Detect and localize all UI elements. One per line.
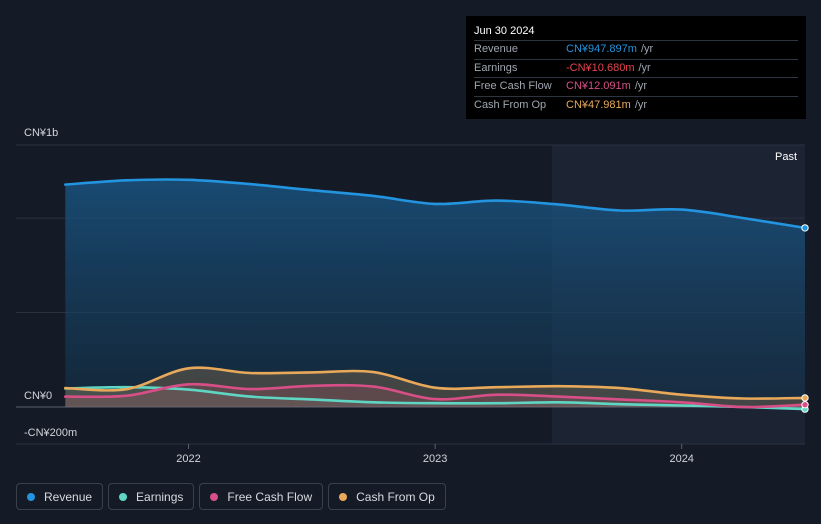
- legend-item-earnings[interactable]: Earnings: [108, 483, 195, 510]
- tooltip-label: Earnings: [474, 61, 518, 74]
- y-tick-label-zero: CN¥0: [24, 390, 52, 402]
- free-cash-flow-line: [64, 382, 807, 409]
- series-lines: [64, 178, 807, 411]
- legend-label: Earnings: [136, 489, 184, 504]
- value-tooltip: Jun 30 2024 Revenue CN¥947.897m /yr Earn…: [466, 16, 806, 119]
- legend: Revenue Earnings Free Cash Flow Cash Fro…: [16, 483, 446, 510]
- cash-from-op-endpoint: [801, 394, 809, 402]
- tooltip-unit: /yr: [634, 80, 648, 92]
- y-tick-label-top: CN¥1b: [24, 127, 58, 139]
- revenue-endpoint: [801, 224, 809, 232]
- tooltip-unit: /yr: [640, 43, 654, 55]
- tooltip-row-cash-from-op: Cash From Op CN¥47.981m /yr: [474, 95, 798, 115]
- tooltip-value: CN¥12.091m: [566, 80, 631, 92]
- tooltip-row-free-cash-flow: Free Cash Flow CN¥12.091m /yr: [474, 77, 798, 96]
- legend-label: Cash From Op: [356, 489, 435, 504]
- legend-label: Free Cash Flow: [227, 489, 313, 504]
- x-tick-label: 2022: [176, 453, 200, 465]
- tooltip-value: CN¥47.981m: [566, 98, 631, 111]
- cash-from-op-dot-icon: [339, 492, 348, 501]
- revenue-line: [64, 178, 807, 230]
- revenue-dot-icon: [27, 492, 35, 501]
- earnings-line: [64, 385, 807, 411]
- past-label: Past: [775, 151, 797, 163]
- y-tick-label-bottom: -CN¥200m: [24, 427, 77, 439]
- cash-from-op-line: [64, 366, 807, 400]
- x-tick-label: 2024: [669, 453, 693, 465]
- legend-label: Revenue: [44, 489, 93, 504]
- legend-item-cash-from-op[interactable]: Cash From Op: [328, 483, 446, 510]
- free-cash-flow-endpoint: [801, 401, 809, 409]
- series-endpoints: [801, 224, 809, 413]
- tooltip-value: -CN¥10.680m: [566, 61, 635, 74]
- earnings-dot-icon: [119, 492, 128, 501]
- x-axis: 2022 2023 2024: [176, 444, 694, 465]
- tooltip-label: Free Cash Flow: [474, 80, 552, 92]
- revenue-area: [65, 179, 806, 407]
- tooltip-unit: /yr: [634, 98, 648, 111]
- series-areas: [65, 179, 806, 410]
- tooltip-value: CN¥947.897m: [566, 43, 637, 55]
- tooltip-unit: /yr: [638, 61, 651, 74]
- x-tick-label: 2023: [423, 453, 447, 465]
- tooltip-row-earnings: Earnings -CN¥10.680m /yr: [474, 58, 798, 78]
- tooltip-label: Cash From Op: [474, 98, 547, 111]
- legend-item-revenue[interactable]: Revenue: [16, 483, 104, 510]
- earnings-area: [65, 387, 806, 410]
- free-cash-flow-dot-icon: [210, 492, 219, 501]
- tooltip-label: Revenue: [474, 43, 519, 55]
- tooltip-date: Jun 30 2024: [474, 25, 535, 37]
- legend-item-free-cash-flow[interactable]: Free Cash Flow: [199, 483, 324, 510]
- tooltip-row-revenue: Revenue CN¥947.897m /yr: [474, 40, 798, 59]
